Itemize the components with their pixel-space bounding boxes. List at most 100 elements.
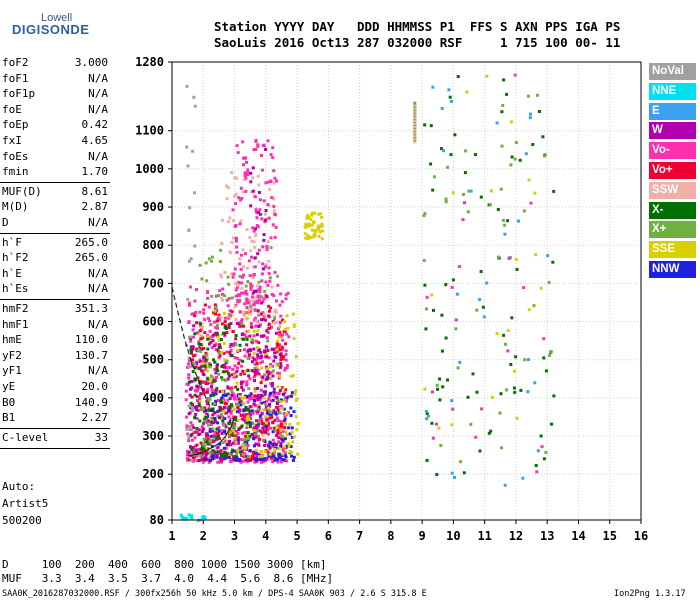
echo-point	[271, 369, 275, 373]
echo-point	[278, 389, 282, 393]
echo-point	[229, 443, 233, 447]
echo-point	[243, 442, 247, 446]
echo-point	[211, 454, 214, 458]
echo-points	[179, 73, 556, 522]
echo-point	[207, 400, 210, 404]
echo-point	[202, 391, 206, 395]
param-value: 0.42	[81, 118, 109, 132]
echo-point	[253, 318, 257, 322]
echo-point	[269, 391, 273, 395]
echo-point	[201, 407, 205, 411]
echo-point	[277, 436, 281, 440]
echo-point	[194, 408, 198, 411]
echo-point	[422, 214, 426, 218]
param-name: fmin	[2, 165, 29, 179]
echo-point	[234, 239, 238, 243]
echo-point	[262, 457, 266, 461]
echo-point	[219, 406, 222, 410]
echo-point	[185, 382, 189, 386]
echo-point	[255, 299, 259, 303]
echo-point	[219, 315, 223, 319]
echo-point	[224, 425, 228, 429]
echo-point	[202, 359, 206, 363]
echo-point	[279, 420, 283, 423]
echo-point	[285, 433, 289, 437]
echo-point	[255, 362, 259, 365]
echo-point	[271, 146, 275, 150]
echo-point	[255, 210, 258, 214]
echo-point	[238, 394, 242, 398]
echo-point	[230, 310, 234, 314]
echo-point	[223, 362, 227, 366]
echo-point	[218, 460, 222, 464]
echo-point	[210, 420, 214, 424]
echo-point	[233, 176, 237, 179]
echo-point	[260, 272, 264, 276]
echo-point	[260, 460, 263, 464]
echo-point	[258, 294, 262, 298]
echo-point	[222, 457, 226, 461]
echo-point	[423, 212, 427, 216]
echo-point	[431, 436, 435, 440]
echo-point	[444, 336, 448, 340]
echo-point	[264, 263, 268, 267]
echo-point	[228, 453, 232, 456]
echo-point	[244, 408, 248, 412]
echo-point	[243, 372, 246, 376]
echo-point	[269, 362, 273, 366]
echo-point	[213, 402, 217, 406]
echo-point	[243, 348, 246, 352]
echo-point	[248, 409, 252, 413]
echo-point	[229, 429, 233, 433]
echo-point	[250, 456, 254, 460]
echo-point	[205, 390, 209, 394]
artist-label: Artist5	[2, 497, 49, 510]
echo-point	[239, 382, 243, 386]
echo-point	[242, 337, 245, 341]
echo-point	[243, 171, 247, 175]
echo-point	[227, 374, 231, 378]
echo-point	[245, 266, 249, 270]
echo-point	[190, 516, 194, 520]
echo-point	[224, 406, 228, 410]
echo-point	[283, 391, 287, 395]
y-tick-label: 800	[142, 238, 164, 252]
echo-point	[528, 116, 532, 120]
echo-point	[190, 514, 193, 518]
echo-point	[240, 417, 244, 421]
echo-point	[290, 435, 294, 439]
echo-point	[275, 416, 279, 420]
echo-point	[236, 348, 240, 352]
echo-point	[215, 454, 219, 458]
echo-point	[265, 365, 269, 369]
echo-point	[214, 312, 218, 316]
echo-point	[294, 399, 298, 402]
echo-point	[539, 434, 543, 438]
echo-point	[255, 371, 259, 375]
echo-point	[271, 381, 274, 385]
x-tick-label: 8	[387, 529, 394, 543]
echo-point	[269, 410, 273, 414]
echo-point	[231, 208, 235, 212]
echo-point	[227, 372, 231, 376]
echo-point	[220, 350, 224, 354]
echo-point	[218, 390, 222, 393]
echo-point	[256, 288, 260, 292]
echo-point	[295, 397, 299, 401]
echo-point	[265, 405, 268, 409]
echo-point	[255, 365, 259, 368]
echo-point	[240, 449, 244, 453]
param-name: fxI	[2, 134, 22, 147]
echo-point	[198, 329, 202, 333]
echo-point	[514, 258, 518, 261]
echo-point	[306, 237, 310, 240]
echo-point	[197, 394, 201, 398]
echo-point	[234, 334, 238, 338]
echo-point	[250, 325, 253, 329]
echo-point	[240, 281, 244, 285]
echo-point	[236, 441, 240, 445]
echo-point	[243, 441, 247, 444]
echo-point	[244, 420, 247, 424]
echo-point	[245, 383, 249, 387]
echo-point	[231, 457, 235, 461]
